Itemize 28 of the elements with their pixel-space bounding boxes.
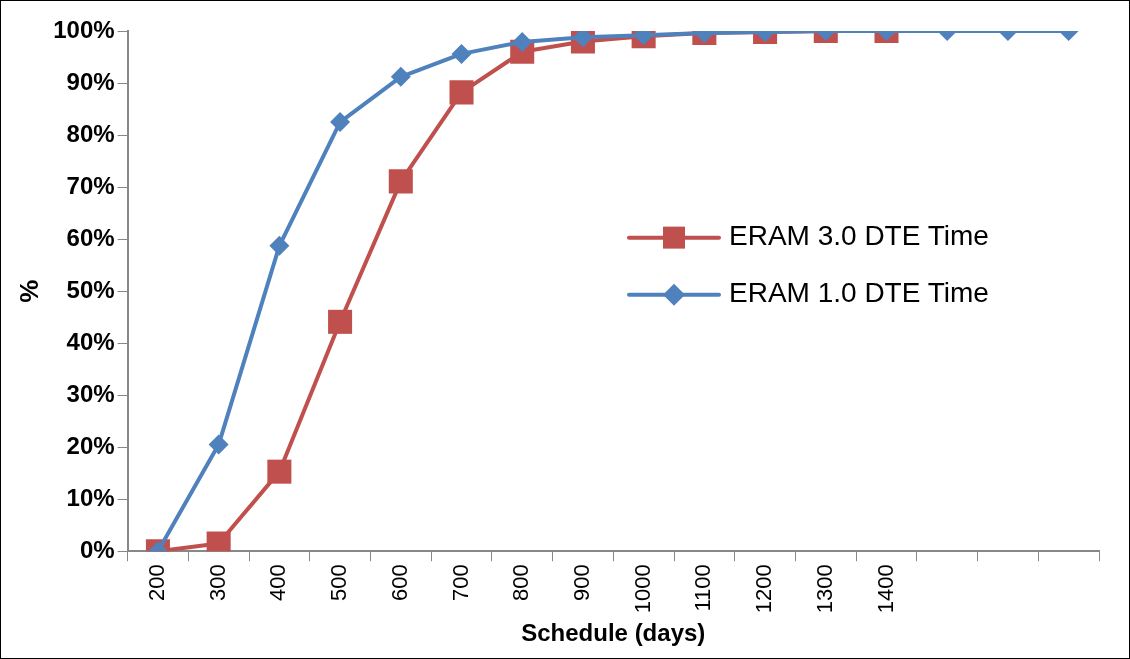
legend-label: ERAM 3.0 DTE Time <box>729 220 989 252</box>
x-tick-label: 600 <box>386 564 412 601</box>
x-tick-label: 1300 <box>811 564 837 614</box>
y-tick-label: 20% <box>66 431 115 459</box>
y-tick-label: 50% <box>66 275 115 303</box>
x-tick-label: 900 <box>569 564 594 601</box>
x-tick-label: 1200 <box>751 564 777 614</box>
y-tick-label: 90% <box>66 67 115 95</box>
y-tick-label: 10% <box>66 483 115 511</box>
x-tick-label: 1000 <box>629 564 655 614</box>
x-tick-label: 400 <box>265 564 291 601</box>
x-tick-label: 300 <box>204 564 230 601</box>
x-tick-label: 200 <box>144 564 169 601</box>
y-tick-label: 30% <box>66 379 115 407</box>
x-tick-label: 1400 <box>872 564 898 614</box>
x-tick-label: 800 <box>508 564 534 601</box>
y-tick-label: 100% <box>53 15 115 43</box>
y-tick-label: 40% <box>66 327 115 355</box>
x-axis-title: Schedule (days) <box>521 619 706 647</box>
y-tick-label: 70% <box>66 171 115 199</box>
y-tick-label: 0% <box>79 535 115 563</box>
legend-label: ERAM 1.0 DTE Time <box>729 277 989 309</box>
x-tick-label: 700 <box>447 564 473 601</box>
y-axis-title: % <box>13 279 44 303</box>
x-tick-label: 500 <box>326 564 352 601</box>
x-tick-label: 1100 <box>690 564 716 612</box>
y-tick-label: 60% <box>66 223 115 251</box>
y-tick-label: 80% <box>66 119 115 147</box>
